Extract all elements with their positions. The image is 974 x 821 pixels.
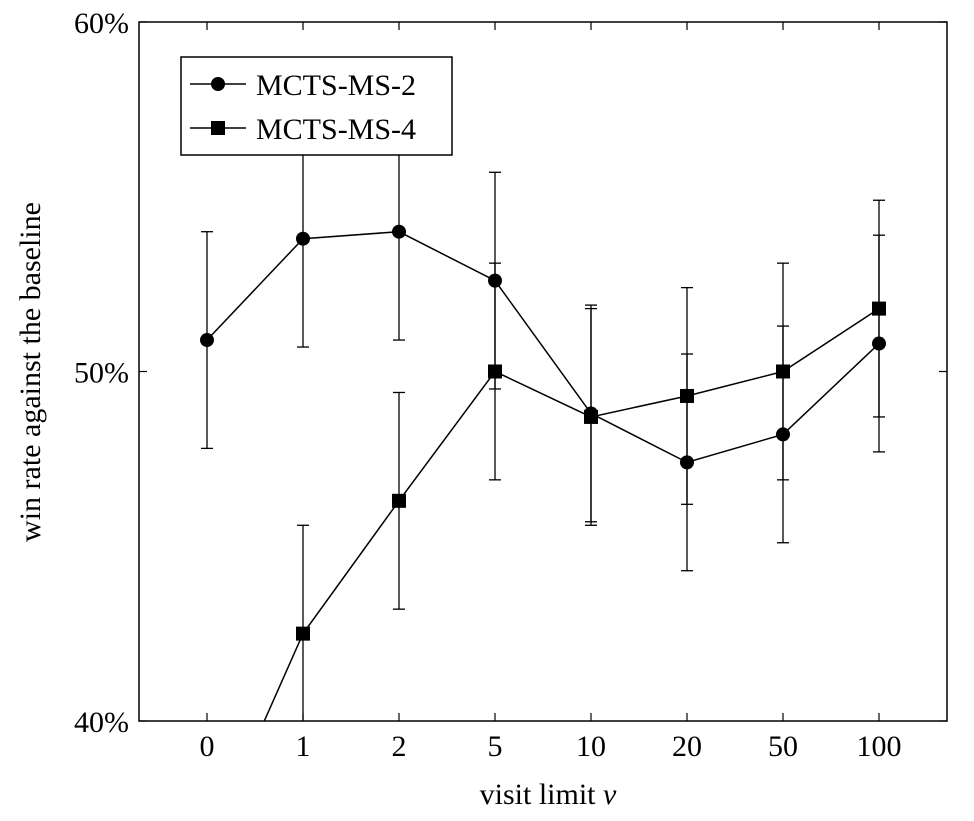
y-tick-label: 60% bbox=[74, 7, 129, 40]
data-markers bbox=[200, 224, 886, 641]
legend-label-mcts-ms-4: MCTS-MS-4 bbox=[256, 113, 416, 146]
data-point-mcts-ms-2 bbox=[776, 427, 790, 442]
y-axis-ticks bbox=[139, 21, 947, 722]
x-tick-label: 100 bbox=[857, 730, 902, 763]
x-tick-label: 10 bbox=[576, 730, 606, 763]
data-point-mcts-ms-4 bbox=[776, 364, 790, 379]
x-tick-label: 50 bbox=[768, 730, 798, 763]
legend-label-mcts-ms-2: MCTS-MS-2 bbox=[256, 69, 416, 102]
x-tick-label: 1 bbox=[296, 730, 311, 763]
x-tick-label: 0 bbox=[200, 730, 215, 763]
y-axis-title: win rate against the baseline bbox=[14, 202, 47, 542]
data-point-mcts-ms-2 bbox=[872, 336, 886, 351]
series-lines bbox=[206, 230, 880, 721]
data-point-mcts-ms-4 bbox=[488, 364, 502, 379]
data-point-mcts-ms-4 bbox=[872, 301, 886, 316]
y-tick-label: 40% bbox=[74, 706, 129, 739]
data-point-mcts-ms-2 bbox=[680, 455, 694, 470]
x-tick-label: 20 bbox=[672, 730, 702, 763]
y-tick-labels: 40% 50% 60% bbox=[74, 7, 129, 739]
x-axis-title-text: visit limit bbox=[480, 778, 597, 811]
x-axis-variable: v bbox=[603, 778, 617, 811]
series-line-mcts-ms-4 bbox=[263, 307, 880, 721]
x-axis-title: visit limit v bbox=[480, 778, 617, 811]
legend: MCTS-MS-2 MCTS-MS-4 bbox=[180, 56, 453, 156]
data-point-mcts-ms-2 bbox=[488, 273, 502, 288]
x-tick-label: 2 bbox=[392, 730, 407, 763]
data-point-mcts-ms-4 bbox=[296, 626, 310, 641]
x-axis-ticks bbox=[206, 22, 880, 721]
data-point-mcts-ms-2 bbox=[200, 333, 214, 348]
legend-box bbox=[180, 56, 453, 156]
data-point-mcts-ms-4 bbox=[680, 388, 694, 403]
data-point-mcts-ms-2 bbox=[296, 231, 310, 246]
data-point-mcts-ms-2 bbox=[392, 224, 406, 239]
x-tick-label: 5 bbox=[488, 730, 503, 763]
data-point-mcts-ms-4 bbox=[392, 493, 406, 508]
x-tick-labels: 0 1 2 5 10 20 50 100 bbox=[200, 730, 902, 763]
data-point-mcts-ms-4 bbox=[584, 409, 598, 424]
legend-marker-square bbox=[211, 121, 225, 135]
series-line-mcts-ms-2 bbox=[206, 230, 880, 464]
y-tick-label: 50% bbox=[74, 357, 129, 390]
legend-marker-circle bbox=[211, 77, 225, 91]
